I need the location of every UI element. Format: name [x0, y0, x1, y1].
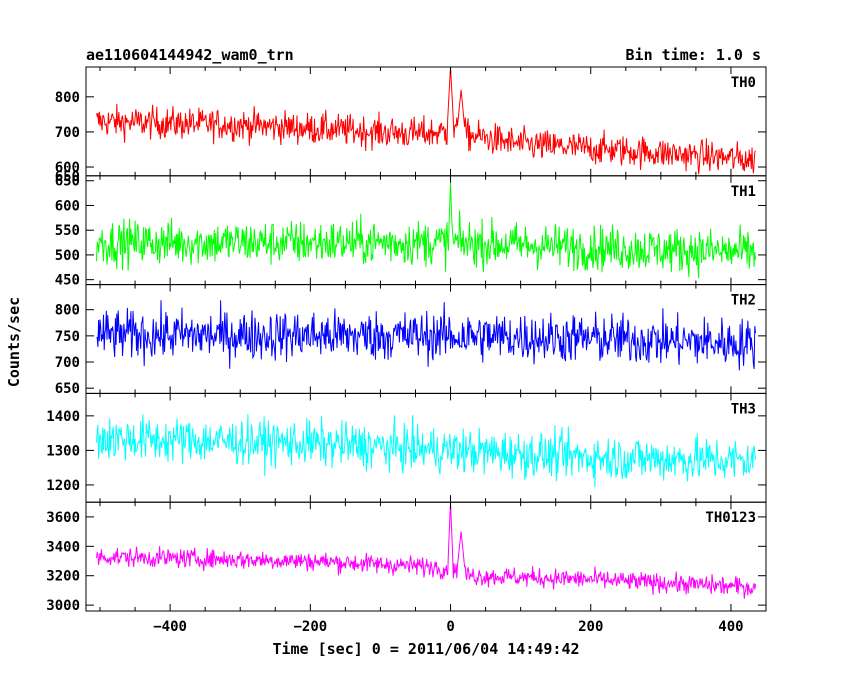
y-tick-label: 3200: [46, 569, 80, 585]
series-line-th2: [96, 300, 756, 371]
series-line-th1: [96, 183, 756, 279]
y-tick-label: 700: [55, 125, 80, 141]
y-tick-label: 650: [55, 381, 80, 397]
y-tick-label: 650: [55, 169, 80, 185]
y-tick-label: 500: [55, 248, 80, 264]
x-tick-label: 400: [718, 619, 743, 635]
y-tick-label: 1300: [46, 443, 80, 459]
y-axis-label: Counts/sec: [5, 296, 23, 388]
y-tick-label: 1400: [46, 409, 80, 425]
y-tick-label: 800: [55, 90, 80, 106]
panel-label-th2: TH2: [731, 293, 756, 309]
y-tick-label: 800: [55, 303, 80, 319]
y-tick-label: 3600: [46, 510, 80, 526]
chart-title: ae110604144942_wam0_trn: [86, 46, 294, 64]
y-tick-label: 700: [55, 355, 80, 371]
y-tick-label: 550: [55, 223, 80, 239]
y-tick-label: 750: [55, 329, 80, 345]
panel-label-th3: TH3: [731, 401, 756, 417]
y-tick-label: 600: [55, 198, 80, 214]
panel-frame-th1: [85, 175, 767, 286]
panel-label-th0123: TH0123: [705, 510, 756, 526]
series-line-th3: [96, 414, 756, 488]
bin-time-label: Bin time: 1.0 s: [625, 46, 761, 64]
x-tick-label: −200: [293, 619, 327, 635]
series-line-th0123: [96, 502, 756, 599]
x-tick-label: −400: [153, 619, 187, 635]
x-axis-label: Time [sec] 0 = 2011/06/04 14:49:42: [272, 640, 580, 658]
y-tick-label: 1200: [46, 478, 80, 494]
y-tick-label: 3000: [46, 598, 80, 614]
panel-label-th0: TH0: [731, 75, 756, 91]
panel-frame-th0123: [85, 501, 767, 612]
x-tick-label: 0: [446, 619, 454, 635]
y-tick-label: 650: [55, 174, 80, 190]
y-tick-label: 450: [55, 273, 80, 289]
y-tick-label: 3400: [46, 539, 80, 555]
series-line-th0: [96, 67, 756, 175]
y-tick-label: 600: [55, 160, 80, 176]
panel-label-th1: TH1: [731, 184, 756, 200]
x-tick-label: 200: [578, 619, 603, 635]
